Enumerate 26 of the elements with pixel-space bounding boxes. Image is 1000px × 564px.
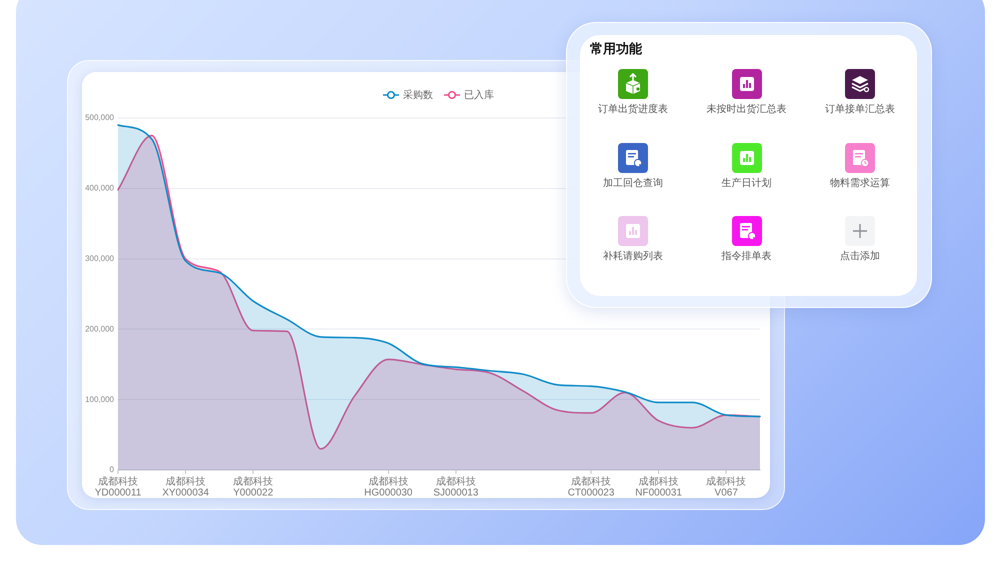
annotation: 生产日计划 bbox=[720, 176, 772, 190]
x-tick-label: 成都科技HG000030 bbox=[364, 475, 413, 498]
text: 未按时出货汇总表 bbox=[706, 103, 788, 116]
x-tick-label: 成都科技SJ000013 bbox=[433, 475, 479, 498]
annotation: 加工回仓查询 bbox=[602, 176, 664, 190]
y-tick-label: 200,000 bbox=[85, 324, 115, 334]
x-tick-label: 成都科技V067 bbox=[706, 475, 746, 498]
text: 订单出货进度表 bbox=[597, 103, 669, 116]
y-tick-label: 300,000 bbox=[85, 254, 115, 264]
x-tick-label: 成都科技XY000034 bbox=[162, 475, 210, 498]
text: 订单接单汇总表 bbox=[824, 103, 896, 116]
text: 物料需求运算 bbox=[829, 176, 891, 190]
y-tick-label: 500,000 bbox=[85, 113, 115, 122]
text: 常用功能 bbox=[590, 40, 642, 58]
x-tick-label: 成都科技Y000022 bbox=[233, 475, 274, 498]
x-tick-label: 成都科技CT000023 bbox=[568, 475, 615, 498]
x-tick-label: 成都科技YD000011 bbox=[94, 475, 142, 498]
legend-label: 已入库 bbox=[464, 88, 494, 101]
y-tick-label: 100,000 bbox=[85, 394, 115, 404]
annotation: 指令排单表 bbox=[720, 250, 772, 263]
annotation: 补耗请购列表 bbox=[602, 250, 664, 263]
text: 点击添加 bbox=[839, 250, 881, 263]
y-tick-label: 0 bbox=[110, 465, 115, 474]
x-tick-label: 成都科技NF000031 bbox=[635, 475, 682, 498]
legend-label: 采购数 bbox=[403, 88, 433, 101]
y-tick-label: 400,000 bbox=[85, 184, 115, 193]
